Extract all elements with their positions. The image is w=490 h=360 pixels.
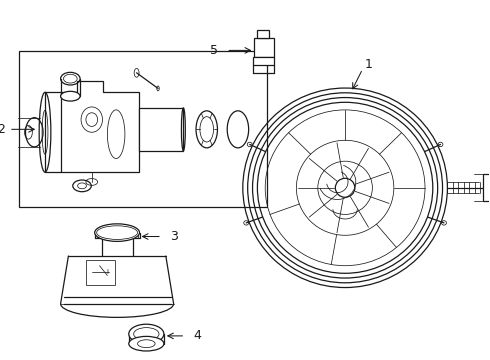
Ellipse shape <box>129 324 164 344</box>
Ellipse shape <box>61 91 80 101</box>
Text: i: i <box>106 269 108 275</box>
Text: 1: 1 <box>365 58 372 71</box>
Text: 3: 3 <box>170 230 177 243</box>
Bar <box>139 108 183 151</box>
Text: 2: 2 <box>0 123 5 136</box>
Bar <box>484 174 490 202</box>
Bar <box>254 38 274 57</box>
Bar <box>19 51 267 207</box>
Ellipse shape <box>129 336 164 351</box>
Bar <box>257 30 269 38</box>
Ellipse shape <box>95 224 140 242</box>
Text: 5: 5 <box>210 44 219 57</box>
Text: 4: 4 <box>193 329 201 342</box>
Polygon shape <box>61 81 139 172</box>
Bar <box>252 57 274 65</box>
